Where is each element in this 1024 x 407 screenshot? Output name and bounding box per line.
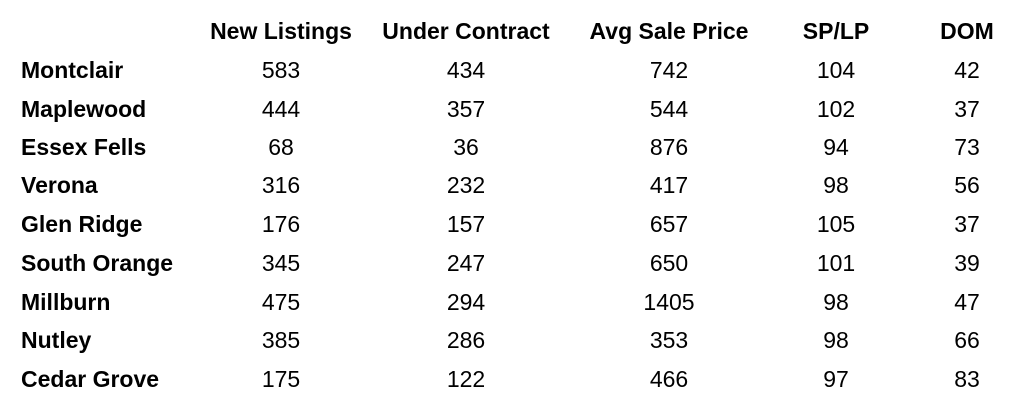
row-label: Essex Fells: [21, 134, 147, 160]
table-cell: 101: [816, 250, 856, 276]
table-cell: 56: [954, 172, 980, 198]
row-label: Verona: [21, 172, 98, 198]
table-cell: 247: [446, 250, 486, 276]
table-cell: 102: [816, 96, 856, 122]
table-cell: 68: [268, 134, 294, 160]
table-cell: 94: [823, 134, 849, 160]
row-label: Nutley: [21, 327, 92, 353]
table-cell: 742: [649, 57, 689, 83]
table-cell: 417: [649, 172, 689, 198]
column-header-sp-lp: SP/LP: [802, 18, 870, 44]
table-cell: 39: [954, 250, 980, 276]
table-cell: 98: [823, 172, 849, 198]
table-cell: 657: [649, 211, 689, 237]
table-cell: 345: [261, 250, 301, 276]
table-cell: 353: [649, 327, 689, 353]
table-cell: 357: [446, 96, 486, 122]
table-cell: 385: [261, 327, 301, 353]
table-cell: 475: [261, 289, 301, 315]
column-header-new-listings: New Listings: [210, 18, 352, 44]
table-cell: 37: [954, 211, 980, 237]
table-cell: 98: [823, 327, 849, 353]
row-label: Cedar Grove: [21, 366, 160, 392]
table-cell: 466: [649, 366, 689, 392]
table-cell: 98: [823, 289, 849, 315]
row-label: Maplewood: [21, 96, 147, 122]
column-header-dom: DOM: [940, 18, 994, 44]
table-cell: 157: [446, 211, 486, 237]
table-cell: 97: [823, 366, 849, 392]
table-cell: 294: [446, 289, 486, 315]
table-cell: 316: [261, 172, 301, 198]
table-cell: 37: [954, 96, 980, 122]
table-cell: 42: [954, 57, 980, 83]
table-cell: 175: [261, 366, 301, 392]
table-cell: 122: [446, 366, 486, 392]
table-cell: 286: [446, 327, 486, 353]
table-cell: 36: [453, 134, 479, 160]
table-cell: 232: [446, 172, 486, 198]
table-cell: 650: [649, 250, 689, 276]
table-cell: 583: [261, 57, 301, 83]
table-cell: 83: [954, 366, 980, 392]
table-cell: 104: [816, 57, 856, 83]
table-cell: 434: [446, 57, 486, 83]
table-cell: 105: [816, 211, 856, 237]
row-label: Glen Ridge: [21, 211, 143, 237]
table-cell: 876: [649, 134, 689, 160]
table-cell: 66: [954, 327, 980, 353]
column-header-under-contract: Under Contract: [382, 18, 550, 44]
table-cell: 176: [261, 211, 301, 237]
table-cell: 73: [954, 134, 980, 160]
row-label: South Orange: [21, 250, 174, 276]
table-cell: 1405: [643, 289, 695, 315]
table-cell: 47: [954, 289, 980, 315]
column-header-avg-sale-price: Avg Sale Price: [589, 18, 749, 44]
row-label: Montclair: [21, 57, 124, 83]
table-cell: 444: [261, 96, 301, 122]
row-label: Millburn: [21, 289, 111, 315]
table-cell: 544: [649, 96, 689, 122]
